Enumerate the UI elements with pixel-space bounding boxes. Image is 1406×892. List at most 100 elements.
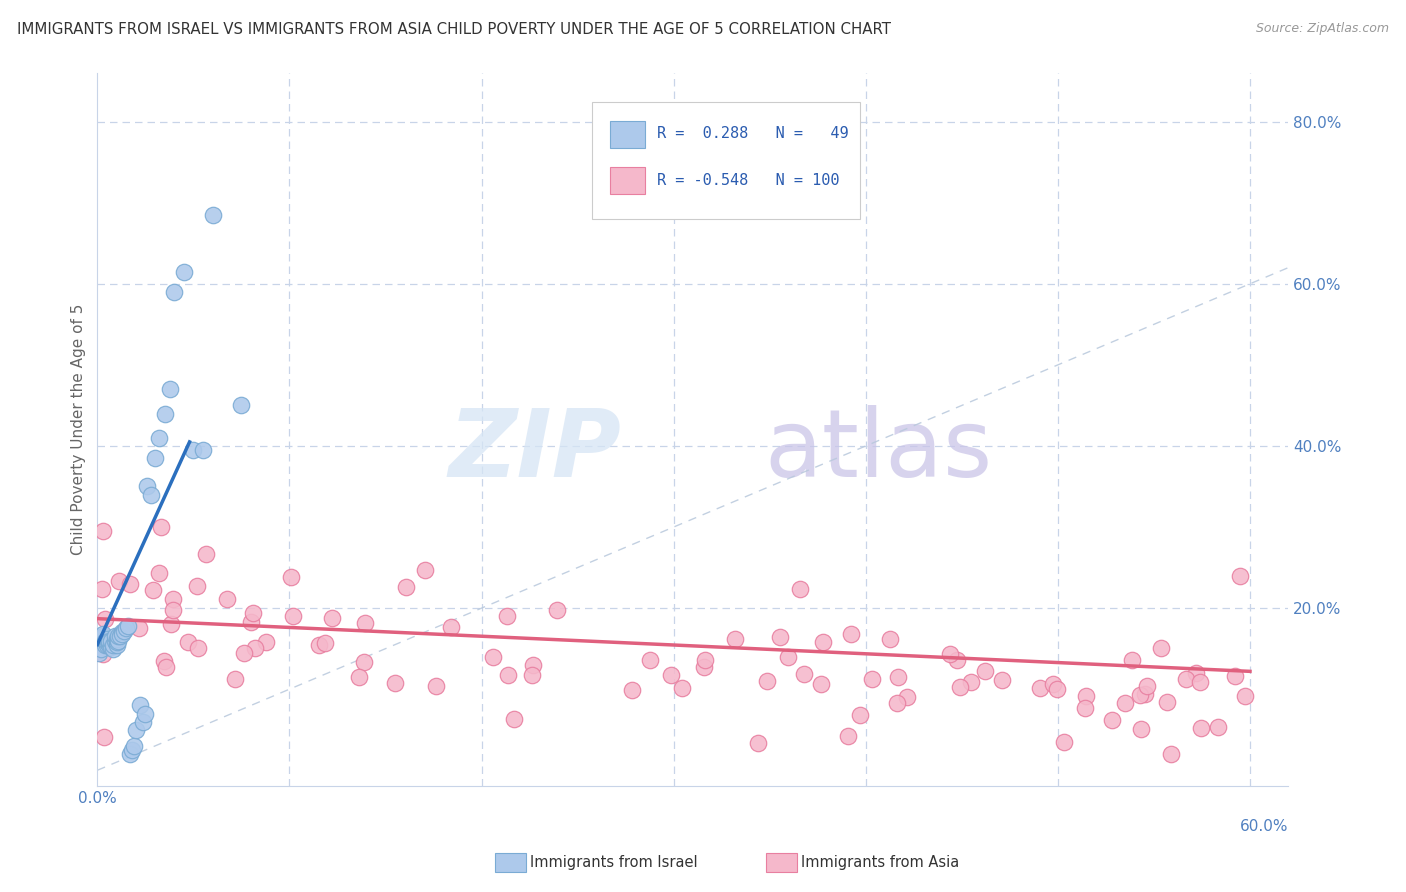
Point [136,479,159,493]
Point [395,580,418,594]
Text: ZIP: ZIP [449,405,621,497]
Point [134,706,156,721]
Point [242,606,264,620]
Point [353,655,375,669]
Y-axis label: Child Poverty Under the Age of 5: Child Poverty Under the Age of 5 [72,304,86,556]
Point [693,660,716,674]
Point [224,672,246,686]
Point [1160,747,1182,761]
Point [769,630,792,644]
Point [96,633,118,648]
Point [620,683,643,698]
Text: 60.0%: 60.0% [1240,819,1288,834]
Point [91,647,114,661]
Point [638,653,661,667]
Point [879,632,901,647]
Point [281,609,304,624]
Point [354,615,377,630]
Point [100,633,122,648]
Point [186,579,208,593]
Point [693,653,716,667]
Point [231,398,253,412]
Point [153,407,176,421]
Point [108,574,131,588]
Point [162,603,184,617]
Point [125,723,148,737]
Point [105,638,128,652]
Point [671,681,693,696]
Point [111,627,134,641]
Point [1189,721,1212,735]
Point [115,621,138,635]
Point [183,442,205,457]
Point [896,690,918,704]
Text: R = -0.548   N = 100: R = -0.548 N = 100 [657,172,839,187]
Text: IMMIGRANTS FROM ISRAEL VS IMMIGRANTS FROM ASIA CHILD POVERTY UNDER THE AGE OF 5 : IMMIGRANTS FROM ISRAEL VS IMMIGRANTS FRO… [17,22,891,37]
Point [104,630,127,644]
Point [94,638,117,652]
Point [522,657,544,672]
Point [1129,722,1152,736]
Point [96,635,118,649]
Point [105,632,128,646]
Point [1156,695,1178,709]
Point [1073,701,1095,715]
Point [724,632,747,646]
Point [101,638,124,652]
Point [384,676,406,690]
Point [1150,640,1173,655]
Point [1174,672,1197,686]
Point [191,442,214,457]
Point [810,677,832,691]
Point [659,668,682,682]
Point [747,736,769,750]
Point [756,673,779,688]
Point [347,670,370,684]
Point [195,547,218,561]
Point [90,641,112,656]
Point [160,617,183,632]
Point [1114,696,1136,710]
Point [839,627,862,641]
Point [107,630,129,644]
Point [94,633,117,648]
Point [1129,688,1152,702]
Point [111,625,134,640]
Point [91,627,114,641]
Point [1135,687,1157,701]
Point [117,619,139,633]
Point [118,747,141,761]
Point [811,634,834,648]
Point [546,603,568,617]
Point [1053,735,1076,749]
Point [177,635,200,649]
Point [163,285,186,299]
Point [886,696,908,710]
Point [1136,679,1159,693]
Point [245,640,267,655]
Point [112,624,135,638]
Point [945,652,967,666]
Point [280,570,302,584]
Point [96,632,118,646]
Point [155,659,177,673]
Point [1223,669,1246,683]
Point [162,591,184,606]
Point [143,451,166,466]
Point [990,673,1012,687]
Point [849,708,872,723]
Point [321,610,343,624]
Bar [610,120,645,148]
Point [495,609,517,624]
Point [97,633,120,648]
Point [91,630,114,644]
Point [1046,682,1069,697]
Point [118,577,141,591]
Point [110,630,132,644]
Point [496,668,519,682]
Point [201,208,224,222]
Text: Immigrants from Asia: Immigrants from Asia [801,855,960,870]
Point [440,620,463,634]
Text: Source: ZipAtlas.com: Source: ZipAtlas.com [1256,22,1389,36]
Point [187,641,209,656]
